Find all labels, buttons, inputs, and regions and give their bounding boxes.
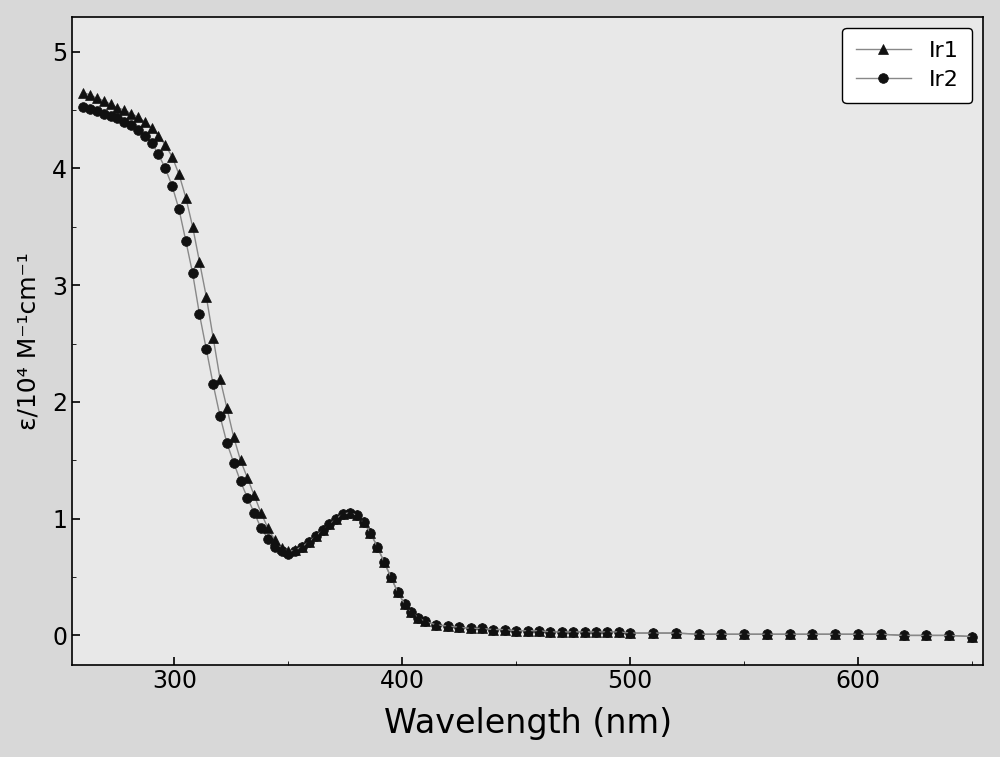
Ir2	[567, 628, 579, 637]
Ir2	[111, 114, 123, 123]
Ir2	[613, 628, 625, 637]
Ir1	[966, 632, 978, 641]
Line: Ir2: Ir2	[78, 101, 977, 641]
Ir1	[330, 514, 342, 523]
Ir2	[358, 518, 370, 527]
Ir1	[84, 90, 96, 99]
Ir1	[567, 628, 579, 637]
Ir2	[330, 514, 342, 523]
Ir1	[77, 88, 89, 97]
Ir2	[77, 102, 89, 111]
Ir1	[111, 103, 123, 112]
Line: Ir1: Ir1	[78, 88, 977, 641]
Legend: Ir1, Ir2: Ir1, Ir2	[842, 28, 972, 104]
Ir2	[84, 104, 96, 114]
Y-axis label: ε/10⁴ M⁻¹cm⁻¹: ε/10⁴ M⁻¹cm⁻¹	[17, 252, 41, 429]
Ir1	[613, 628, 625, 637]
Ir1	[358, 518, 370, 527]
Ir2	[966, 632, 978, 641]
X-axis label: Wavelength (nm): Wavelength (nm)	[384, 707, 672, 740]
